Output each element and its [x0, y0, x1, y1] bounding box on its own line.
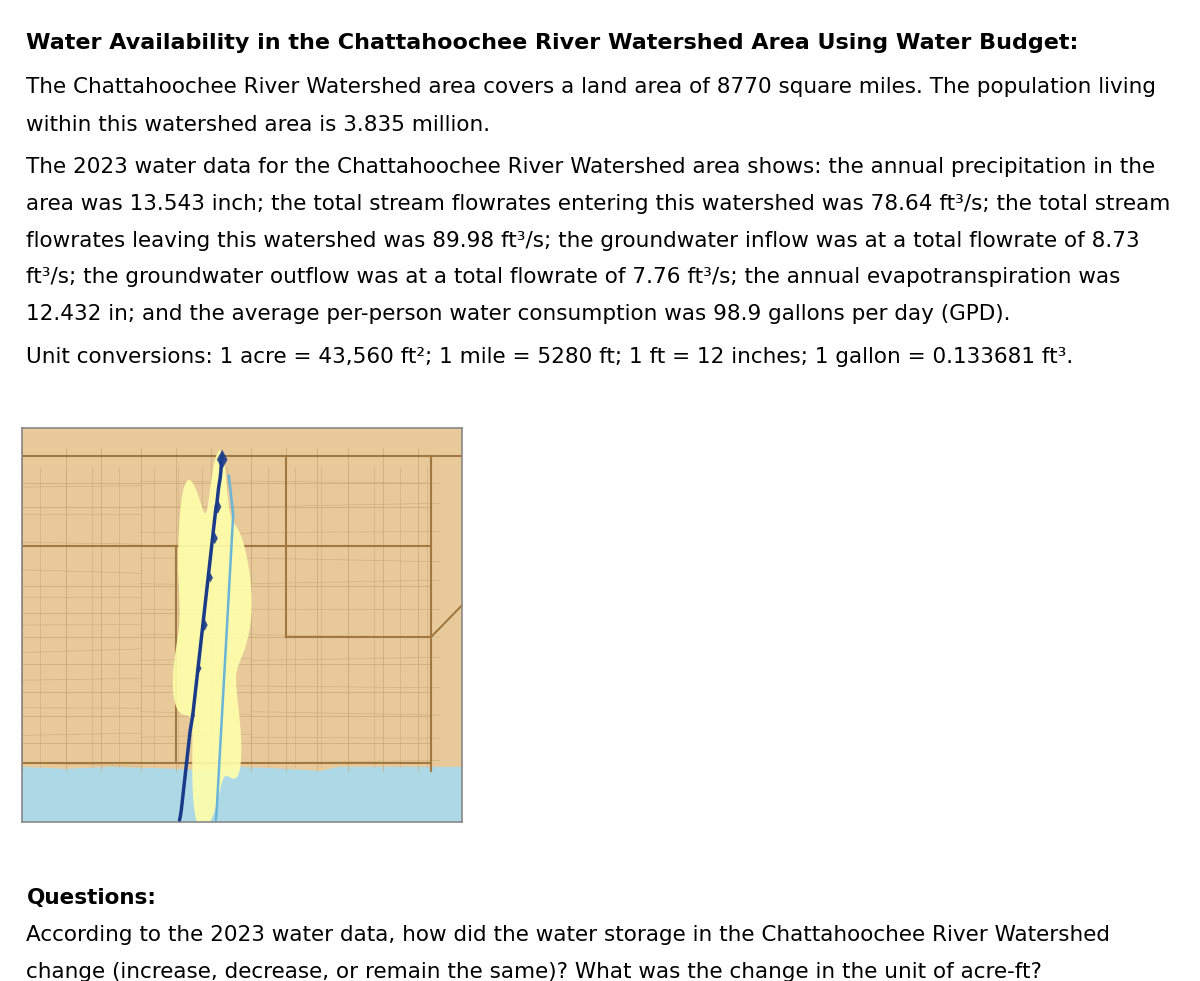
Polygon shape [197, 663, 202, 673]
Polygon shape [208, 573, 212, 583]
Text: The 2023 water data for the Chattahoochee River Watershed area shows: the annual: The 2023 water data for the Chattahooche… [26, 157, 1156, 177]
Text: change (increase, decrease, or remain the same)? What was the change in the unit: change (increase, decrease, or remain th… [26, 962, 1043, 981]
Polygon shape [22, 767, 462, 822]
Polygon shape [215, 499, 221, 514]
Text: Water Availability in the Chattahoochee River Watershed Area Using Water Budget:: Water Availability in the Chattahoochee … [26, 33, 1079, 53]
Text: Unit conversions: 1 acre = 43,560 ft²; 1 mile = 5280 ft; 1 ft = 12 inches; 1 gal: Unit conversions: 1 acre = 43,560 ft²; 1… [26, 347, 1074, 367]
Polygon shape [173, 450, 252, 829]
Text: According to the 2023 water data, how did the water storage in the Chattahoochee: According to the 2023 water data, how di… [26, 925, 1110, 945]
Text: within this watershed area is 3.835 million.: within this watershed area is 3.835 mill… [26, 115, 491, 134]
Polygon shape [217, 449, 228, 469]
Text: The Chattahoochee River Watershed area covers a land area of 8770 square miles. : The Chattahoochee River Watershed area c… [26, 77, 1157, 97]
Polygon shape [202, 619, 208, 631]
Polygon shape [211, 533, 218, 544]
Text: area was 13.543 inch; the total stream flowrates entering this watershed was 78.: area was 13.543 inch; the total stream f… [26, 194, 1171, 214]
Polygon shape [191, 711, 194, 719]
Polygon shape [185, 759, 188, 767]
Text: ft³/s; the groundwater outflow was at a total flowrate of 7.76 ft³/s; the annual: ft³/s; the groundwater outflow was at a … [26, 267, 1121, 287]
Text: 12.432 in; and the average per-person water consumption was 98.9 gallons per day: 12.432 in; and the average per-person wa… [26, 304, 1010, 324]
Text: Questions:: Questions: [26, 888, 156, 907]
Text: flowrates leaving this watershed was 89.98 ft³/s; the groundwater inflow was at : flowrates leaving this watershed was 89.… [26, 231, 1140, 250]
